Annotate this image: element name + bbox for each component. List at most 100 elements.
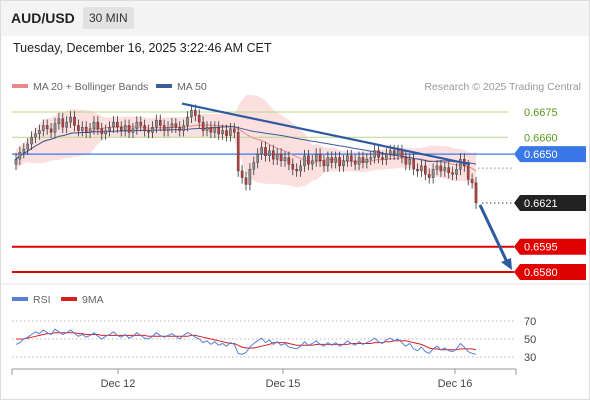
candle-body: [377, 150, 380, 158]
candle-body: [264, 147, 267, 156]
candle-body: [287, 157, 291, 165]
candle-body: [396, 150, 400, 155]
candle-body: [53, 123, 57, 133]
candle-body: [416, 169, 419, 172]
candle-body: [26, 143, 30, 150]
candle-body: [193, 110, 197, 116]
candle-body: [299, 165, 302, 172]
candle-body: [73, 116, 76, 126]
candle-body: [470, 179, 474, 183]
candle-body: [322, 160, 326, 167]
candle-body: [57, 118, 61, 124]
candle-body: [307, 155, 310, 165]
candle-body: [213, 126, 217, 133]
rsi-legend-label: RSI: [33, 294, 51, 306]
candle-body: [435, 165, 439, 170]
candle-body: [77, 125, 80, 131]
candle-body: [459, 158, 462, 170]
candle-body: [342, 160, 345, 167]
chart-timestamp: Tuesday, December 16, 2025 3:22:46 AM CE…: [13, 41, 272, 55]
candle-body: [182, 125, 186, 131]
candle-body: [244, 177, 248, 185]
candle-body: [256, 153, 260, 163]
candle-body: [474, 182, 478, 204]
candle-body: [112, 121, 115, 128]
current-price-label: 0.6621: [524, 198, 558, 210]
research-credit: Research © 2025 Trading Central: [424, 81, 581, 93]
candle-body: [338, 157, 341, 167]
rsi-tick-70: 70: [524, 316, 536, 328]
candle-body: [303, 155, 306, 167]
current-price-box: [514, 194, 586, 211]
candle-body: [100, 128, 104, 135]
candle-body: [209, 126, 213, 133]
candle-body: [174, 123, 178, 128]
candle-body: [272, 150, 275, 160]
candle-body: [18, 152, 22, 160]
candle-body: [455, 169, 458, 175]
chart-header-bar: AUD/USD 30 MIN: [0, 0, 590, 36]
candle-body: [38, 130, 41, 135]
candle-body: [104, 130, 107, 135]
candle-body: [252, 162, 256, 170]
candle-body: [201, 121, 205, 131]
candle-body: [268, 150, 271, 156]
rsi-ma-legend-label: 9MA: [82, 294, 104, 306]
candle-body: [232, 128, 236, 133]
ma50-line: [15, 126, 477, 165]
support-label-box-4: [514, 238, 586, 255]
candle-body: [326, 157, 330, 167]
candle-body: [295, 169, 299, 172]
candle-body: [466, 165, 470, 180]
candle-body: [353, 160, 357, 165]
candle-body: [69, 116, 72, 123]
candle-body: [283, 157, 287, 162]
candle-body: [162, 125, 166, 131]
candle-body: [311, 160, 314, 165]
candle-body: [151, 126, 154, 133]
candle-body: [190, 110, 193, 118]
candle-body: [427, 174, 431, 178]
pivot-label-box: [514, 146, 586, 163]
candle-body: [131, 128, 135, 133]
candle-body: [451, 172, 454, 175]
candle-body: [225, 130, 228, 136]
candle-body: [139, 121, 143, 126]
candle-body: [369, 157, 373, 160]
x-tick-label-1: Dec 15: [266, 378, 301, 390]
candle-body: [127, 125, 131, 133]
candle-body: [346, 155, 349, 162]
pivot-label: 0.6650: [524, 149, 558, 161]
candle-body: [123, 125, 127, 131]
candle-body: [408, 158, 412, 165]
candle-body: [42, 125, 45, 131]
candle-body: [389, 150, 392, 155]
candle-body: [350, 155, 353, 162]
candle-body: [431, 169, 435, 178]
candle-body: [147, 130, 150, 133]
candle-body: [143, 125, 147, 131]
ma20-legend-label: MA 20 + Bollinger Bands: [33, 81, 148, 93]
support-label-4: 0.6595: [524, 242, 558, 254]
candle-body: [248, 169, 252, 185]
timeframe-badge[interactable]: 30 MIN: [83, 7, 134, 29]
rsi-tick-30: 30: [524, 352, 536, 364]
candle-body: [314, 153, 318, 162]
candle-body: [158, 120, 162, 126]
candle-body: [330, 157, 334, 163]
candle-body: [116, 121, 119, 128]
candle-body: [45, 125, 49, 130]
rsi-line: [15, 328, 477, 355]
candle-body: [84, 126, 88, 133]
candle-body: [22, 148, 26, 153]
candle-body: [392, 150, 396, 155]
candle-body: [400, 150, 404, 158]
candle-body: [221, 130, 224, 135]
forecast-arrow-shaft: [478, 204, 509, 263]
candle-body: [65, 121, 68, 128]
rsi-tick-50: 50: [524, 334, 536, 346]
resistance-trendline: [181, 102, 471, 166]
candle-body: [155, 120, 158, 128]
candle-body: [279, 153, 283, 162]
